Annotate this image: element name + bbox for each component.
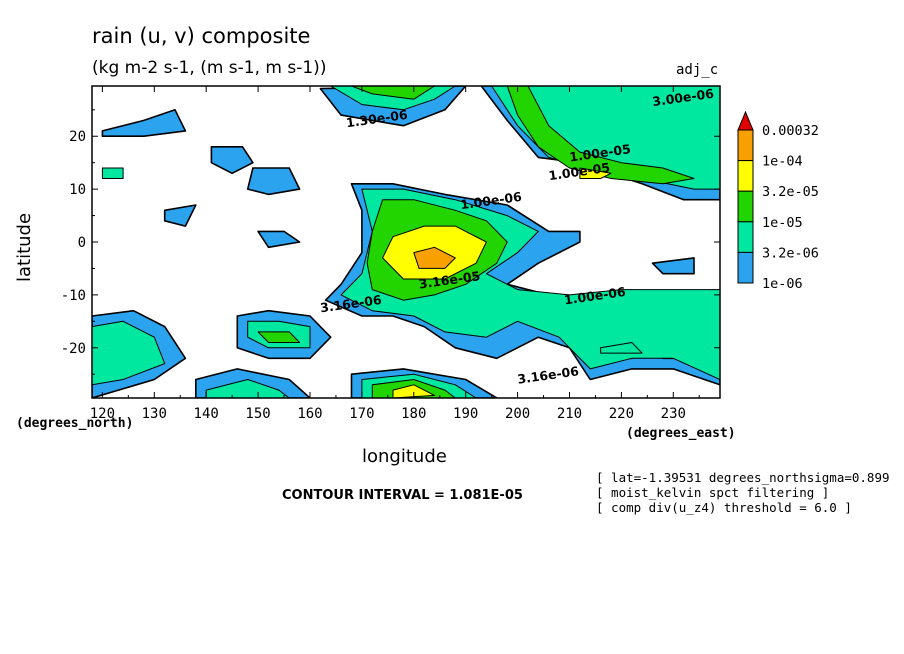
note-line: [ comp div(u_z4) threshold = 6.0 ] — [596, 500, 852, 515]
colorbar-top-arrow — [737, 110, 754, 131]
contour-fills: 3.00e-061.30e-061.00e-051.00e-051.00e-06… — [92, 86, 720, 398]
x-tick-label: 160 — [297, 406, 322, 422]
x-tick-label: 130 — [142, 406, 167, 422]
x-tick-label: 150 — [245, 406, 270, 422]
y-axis-label: latitude — [14, 212, 35, 282]
y-axis-unit: (degrees_north) — [16, 416, 134, 431]
y-tick-label: 20 — [69, 129, 86, 145]
colorbar-segment — [737, 160, 754, 192]
colorbar-segment — [737, 129, 754, 162]
contour-region-level-1 — [101, 109, 187, 137]
contour-region-level-4 — [579, 167, 612, 179]
x-tick-label: 230 — [661, 406, 686, 422]
y-tick-label: 10 — [69, 182, 86, 198]
colorbar-label: 0.00032 — [762, 123, 819, 139]
x-tick-label: 180 — [401, 406, 426, 422]
colorbar-label: 3.2e-06 — [762, 245, 819, 261]
x-tick-label: 220 — [609, 406, 634, 422]
note-line: [ lat=-1.39531 degrees_northsigma=0.899 — [596, 470, 890, 485]
contour-region-level-1 — [210, 146, 254, 175]
x-axis-label: longitude — [362, 446, 447, 467]
colorbar-segment — [737, 190, 754, 223]
contour-region-level-3 — [257, 331, 301, 343]
contour-region-level-1 — [257, 230, 301, 249]
contour-region-level-1 — [163, 204, 197, 227]
x-tick-label: 200 — [505, 406, 530, 422]
contour-region-level-4 — [392, 384, 435, 398]
x-tick-label: 120 — [90, 406, 115, 422]
x-tick-label: 170 — [349, 406, 374, 422]
y-tick-label: -20 — [61, 341, 86, 357]
contour-region-level-3 — [506, 86, 695, 185]
x-axis-unit: (degrees_east) — [626, 426, 736, 441]
chart-title: rain (u, v) composite — [92, 24, 311, 48]
contour-region-level-1 — [246, 167, 301, 196]
corner-label: adj_c — [676, 62, 719, 78]
x-tick-label: 210 — [557, 406, 582, 422]
contour-region-level-2 — [600, 342, 643, 354]
colorbar-label: 1e-06 — [762, 276, 803, 292]
plot-notes: [ lat=-1.39531 degrees_northsigma=0.899 … — [596, 470, 904, 515]
colorbar-label: 3.2e-05 — [762, 184, 819, 200]
contour-region-level-5 — [413, 246, 456, 269]
y-tick-label: 0 — [78, 235, 86, 251]
colorbar-segment — [737, 221, 754, 253]
colorbar-label: 1e-05 — [762, 215, 803, 231]
colorbar-segment — [737, 251, 754, 284]
contour-region-level-2 — [92, 320, 166, 386]
x-tick-label: 140 — [194, 406, 219, 422]
x-tick-label: 190 — [453, 406, 478, 422]
note-line: [ moist_kelvin spct filtering ] — [596, 485, 830, 500]
colorbar-label: 1e-04 — [762, 154, 803, 170]
contour-region-level-2 — [101, 167, 124, 179]
contour-interval: CONTOUR INTERVAL = 1.081E-05 — [282, 488, 523, 503]
chart-subtitle: (kg m-2 s-1, (m s-1, m s-1)) — [92, 58, 327, 78]
contour-region-level-1 — [651, 257, 695, 275]
y-tick-label: -10 — [61, 288, 86, 304]
